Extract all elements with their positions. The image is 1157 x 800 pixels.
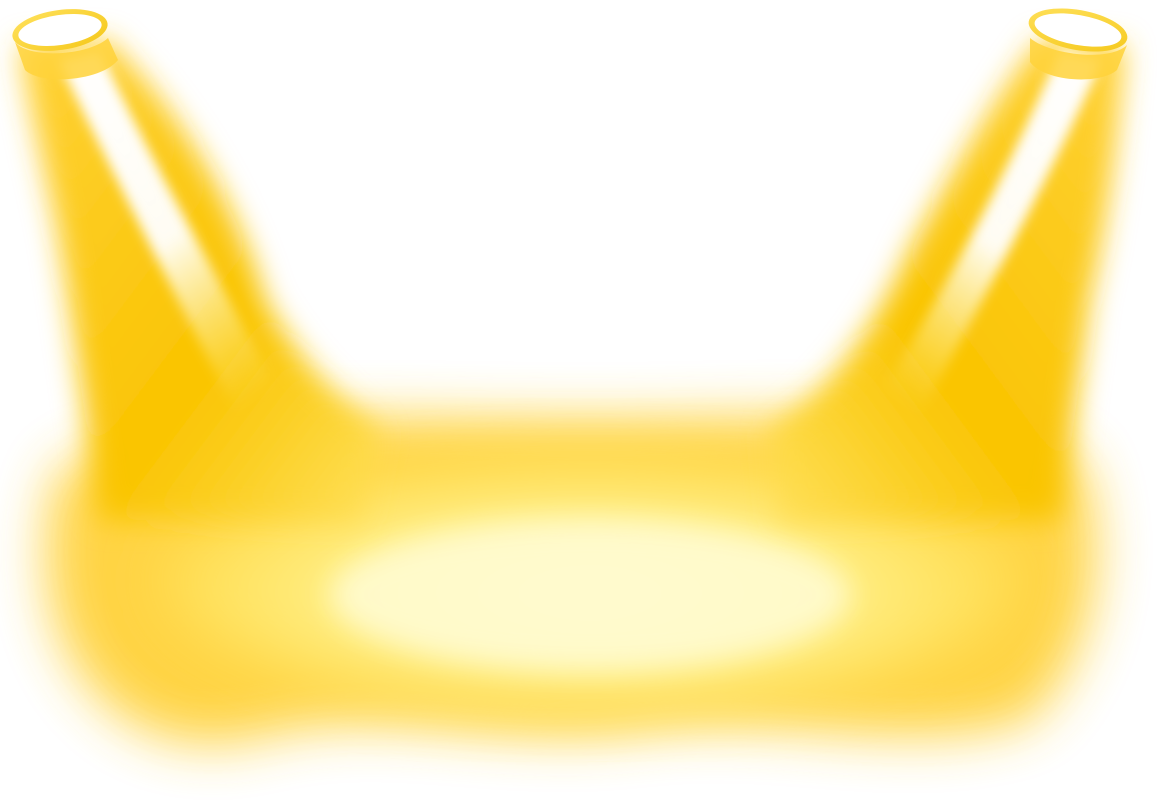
right-light-beam (770, 40, 1125, 520)
left-light-beam (20, 40, 380, 520)
right-spotlight-lamp (1028, 8, 1128, 80)
left-spotlight-lamp (12, 9, 118, 80)
